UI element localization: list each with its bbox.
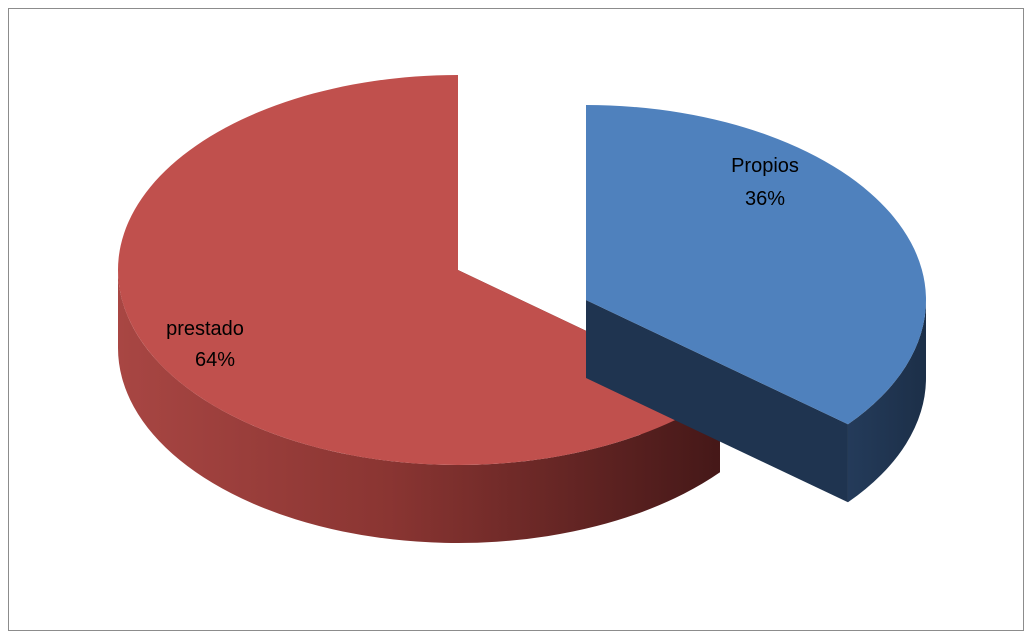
slice-prestado-top bbox=[118, 75, 720, 466]
label-prestado-percent: 64% bbox=[195, 349, 235, 371]
label-propios-name: Propios bbox=[731, 155, 799, 177]
slice-prestado-side-wall bbox=[118, 270, 720, 543]
slice-propios-top bbox=[586, 105, 927, 425]
label-propios-percent: 36% bbox=[745, 188, 785, 210]
slice-propios-cut-face-1 bbox=[586, 300, 848, 503]
slice-propios-side-wall bbox=[847, 300, 926, 503]
label-prestado-name: prestado bbox=[166, 318, 244, 340]
